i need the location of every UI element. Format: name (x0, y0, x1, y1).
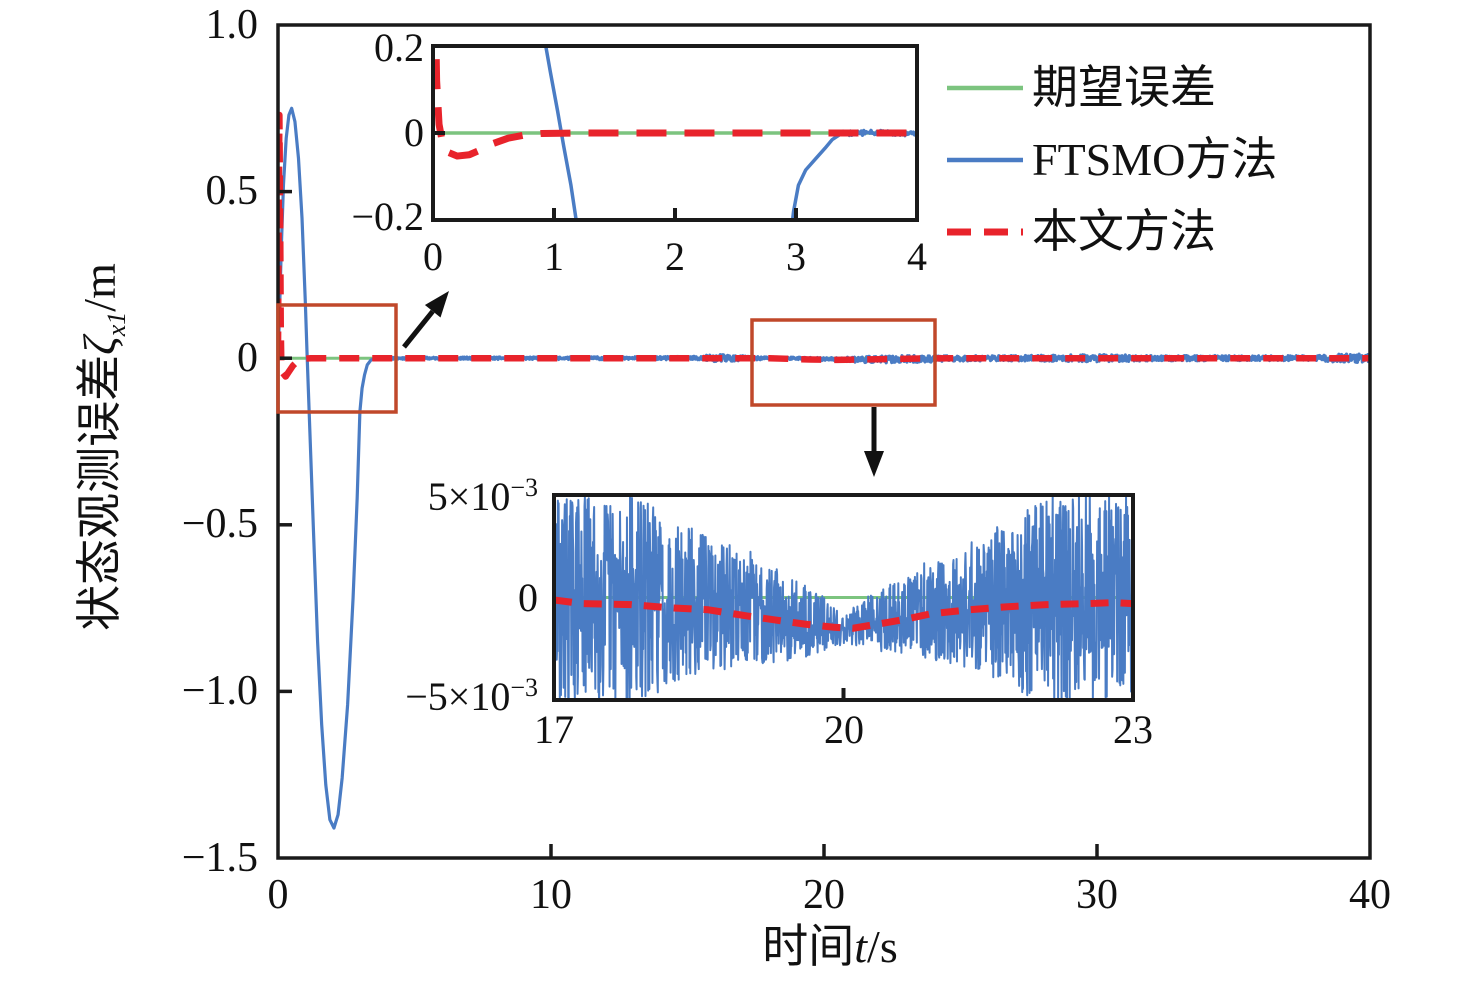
inset1-chart (431, 44, 919, 222)
inset2-chart (552, 493, 1135, 702)
inset1-xtick-1: 1 (544, 234, 564, 279)
y-title-text: 状态观测误差 (74, 354, 125, 631)
zoom-arrow (402, 309, 435, 349)
main-chart (276, 23, 1372, 860)
x-title-var: t (854, 921, 868, 972)
y-title-unit: /m (74, 263, 125, 312)
main-xtick-30: 30 (1076, 872, 1118, 918)
main-xtick-0: 0 (267, 872, 289, 918)
inset2-ytick-5e-3: 5×10−3 (427, 473, 538, 519)
x-title-text: 时间 (762, 921, 855, 972)
zoom-region-rect (276, 303, 398, 414)
x-axis-title: 时间t/s (620, 924, 1040, 970)
main-xtick-20: 20 (803, 872, 845, 918)
inset2-xtick-20: 20 (824, 707, 864, 752)
inset1-xtick-0: 0 (423, 234, 443, 279)
inset1-ytick-m0_2: −0.2 (351, 194, 424, 239)
main-ytick-m0_5: −0.5 (181, 501, 258, 547)
inset2-ytick-m5e-3: −5×10−3 (405, 673, 538, 719)
inset1-xtick-2: 2 (665, 234, 685, 279)
legend-swatches (947, 85, 1023, 236)
main-ytick-m1_0: −1.0 (181, 668, 258, 714)
inset2-xtick-23: 23 (1113, 707, 1153, 752)
inset1-ytick-0: 0 (404, 110, 424, 155)
zoom-arrowhead (424, 291, 449, 318)
y-title-subscript: x1 (102, 311, 131, 337)
main-ytick-0: 0 (237, 335, 258, 381)
inset1-xtick-3: 3 (786, 234, 806, 279)
main-xtick-40: 40 (1349, 872, 1391, 918)
main-xtick-10: 10 (530, 872, 572, 918)
inset2-ytick-0: 0 (518, 575, 538, 620)
zoom-region-rect (750, 318, 937, 407)
zoom-arrowhead (864, 451, 884, 477)
y-axis-title: 状态观测误差ζx1/m (73, 67, 131, 827)
main-ytick-0_5: 0.5 (205, 168, 259, 214)
legend-label-proposed: 本文方法 (1032, 206, 1216, 257)
legend-label-expected-error: 期望误差 (1032, 62, 1216, 113)
inset1-ytick-0_2: 0.2 (374, 25, 424, 70)
main-ytick-m1_5: −1.5 (181, 835, 258, 881)
x-title-unit: /s (867, 921, 898, 972)
inset2-xtick-17: 17 (534, 707, 574, 752)
legend-label-ftsmo: FTSMO方法 (1032, 134, 1278, 185)
main-ytick-1_0: 1.0 (205, 2, 259, 48)
y-title-zeta: ζ (74, 336, 125, 355)
inset1-xtick-4: 4 (907, 234, 927, 279)
